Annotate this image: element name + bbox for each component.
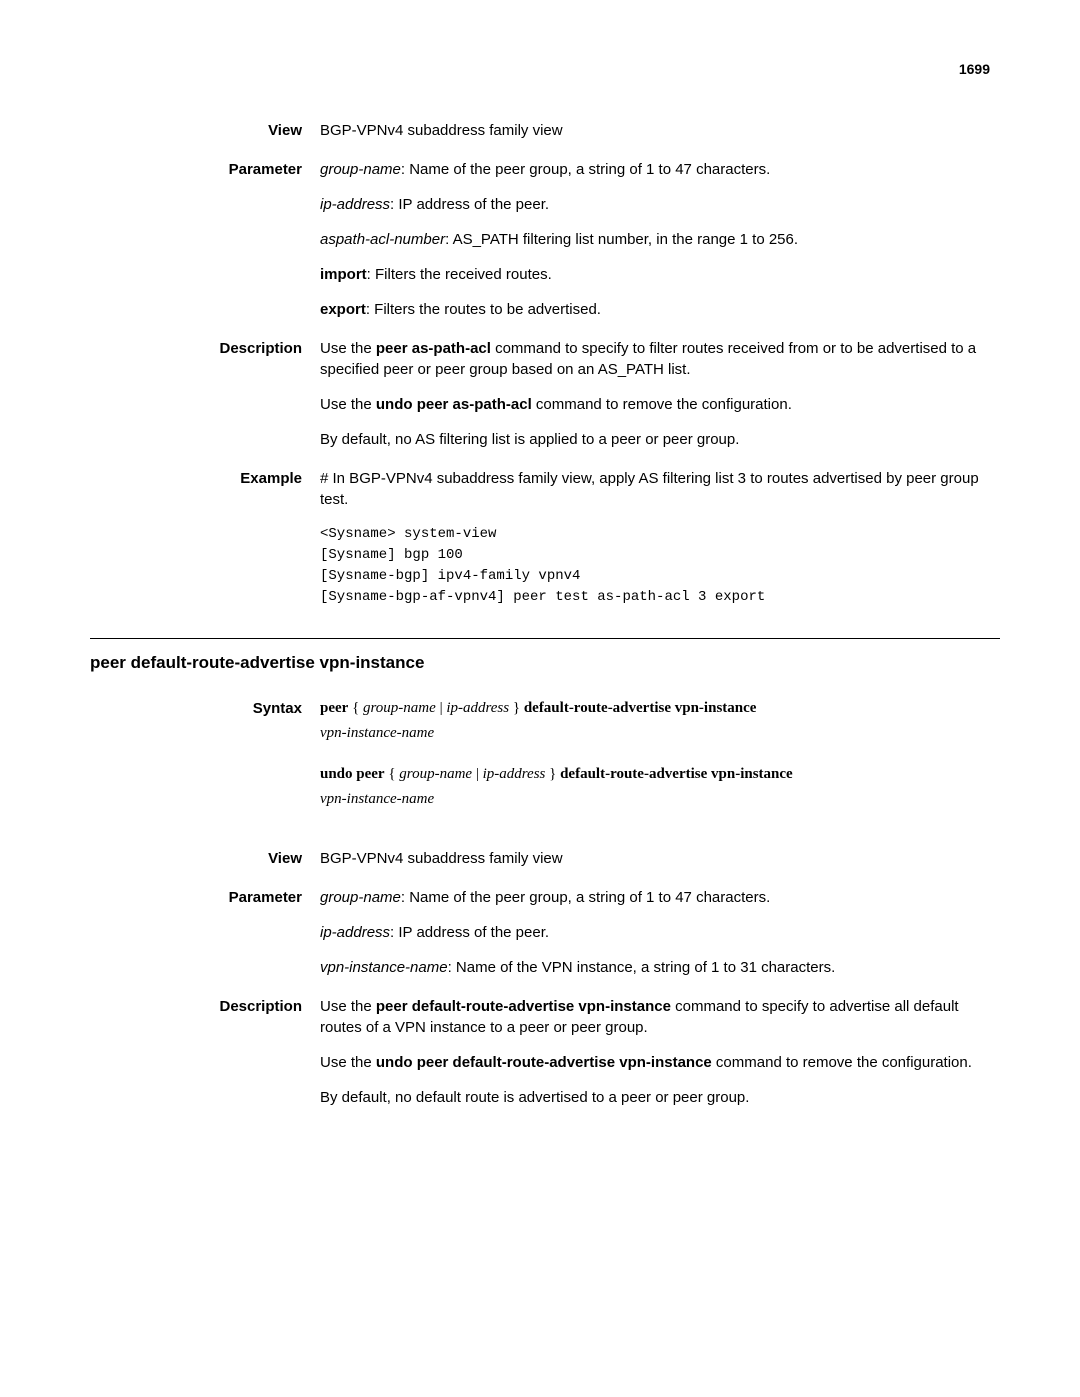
example-content: # In BGP-VPNv4 subaddress family view, a… bbox=[320, 468, 1000, 608]
syntax-arg: group-name bbox=[399, 766, 472, 782]
param-desc: : Name of the peer group, a string of 1 … bbox=[401, 889, 770, 906]
view-row: View BGP-VPNv4 subaddress family view bbox=[90, 848, 1000, 869]
syntax-arg: ip-address bbox=[446, 700, 509, 716]
syntax-sep: | bbox=[436, 700, 447, 716]
view-content: BGP-VPNv4 subaddress family view bbox=[320, 848, 1000, 869]
syntax-sep: } bbox=[545, 766, 560, 782]
param-name: aspath-acl-number bbox=[320, 231, 445, 248]
section-divider bbox=[90, 638, 1000, 639]
description-content: Use the peer default-route-advertise vpn… bbox=[320, 996, 1000, 1108]
syntax-sep: { bbox=[385, 766, 400, 782]
syntax-arg: vpn-instance-name bbox=[320, 723, 1000, 744]
description-label: Description bbox=[90, 996, 320, 1108]
description-row: Description Use the peer as-path-acl com… bbox=[90, 338, 1000, 450]
desc-cmd: undo peer as-path-acl bbox=[376, 396, 532, 413]
parameter-row: Parameter group-name: Name of the peer g… bbox=[90, 159, 1000, 320]
param-desc: : Name of the VPN instance, a string of … bbox=[448, 959, 836, 976]
param-desc: : AS_PATH filtering list number, in the … bbox=[445, 231, 798, 248]
desc-text: Use the bbox=[320, 340, 376, 357]
param-desc: : IP address of the peer. bbox=[390, 196, 549, 213]
description-label: Description bbox=[90, 338, 320, 450]
desc-text: Use the bbox=[320, 1054, 376, 1071]
example-intro: # In BGP-VPNv4 subaddress family view, a… bbox=[320, 468, 1000, 510]
syntax-kw: default-route-advertise vpn-instance bbox=[560, 766, 793, 782]
syntax-kw: peer bbox=[320, 700, 348, 716]
example-row: Example # In BGP-VPNv4 subaddress family… bbox=[90, 468, 1000, 608]
param-desc: : Name of the peer group, a string of 1 … bbox=[401, 161, 770, 178]
syntax-content: peer { group-name | ip-address } default… bbox=[320, 698, 1000, 830]
syntax-row: Syntax peer { group-name | ip-address } … bbox=[90, 698, 1000, 830]
section-title: peer default-route-advertise vpn-instanc… bbox=[90, 651, 1000, 675]
view-label: View bbox=[90, 120, 320, 141]
syntax-kw: default-route-advertise vpn-instance bbox=[524, 700, 757, 716]
parameter-content: group-name: Name of the peer group, a st… bbox=[320, 887, 1000, 978]
syntax-arg: ip-address bbox=[483, 766, 546, 782]
syntax-sep: | bbox=[472, 766, 483, 782]
param-name: import bbox=[320, 266, 367, 283]
desc-text: Use the bbox=[320, 998, 376, 1015]
syntax-label: Syntax bbox=[90, 698, 320, 830]
view-row: View BGP-VPNv4 subaddress family view bbox=[90, 120, 1000, 141]
desc-text: By default, no default route is advertis… bbox=[320, 1087, 1000, 1108]
parameter-label: Parameter bbox=[90, 887, 320, 978]
syntax-arg: group-name bbox=[363, 700, 436, 716]
parameter-label: Parameter bbox=[90, 159, 320, 320]
view-content: BGP-VPNv4 subaddress family view bbox=[320, 120, 1000, 141]
syntax-line: peer { group-name | ip-address } default… bbox=[320, 698, 1000, 719]
syntax-sep: } bbox=[509, 700, 524, 716]
example-label: Example bbox=[90, 468, 320, 608]
desc-text: By default, no AS filtering list is appl… bbox=[320, 429, 1000, 450]
param-name: vpn-instance-name bbox=[320, 959, 448, 976]
desc-cmd: peer as-path-acl bbox=[376, 340, 491, 357]
description-row: Description Use the peer default-route-a… bbox=[90, 996, 1000, 1108]
desc-cmd: undo peer default-route-advertise vpn-in… bbox=[376, 1054, 712, 1071]
desc-text: Use the bbox=[320, 396, 376, 413]
param-desc: : IP address of the peer. bbox=[390, 924, 549, 941]
param-desc: : Filters the received routes. bbox=[367, 266, 552, 283]
param-name: ip-address bbox=[320, 196, 390, 213]
parameter-row: Parameter group-name: Name of the peer g… bbox=[90, 887, 1000, 978]
param-name: export bbox=[320, 301, 366, 318]
syntax-arg: vpn-instance-name bbox=[320, 789, 1000, 810]
description-content: Use the peer as-path-acl command to spec… bbox=[320, 338, 1000, 450]
view-label: View bbox=[90, 848, 320, 869]
page-number: 1699 bbox=[90, 60, 1000, 80]
desc-cmd: peer default-route-advertise vpn-instanc… bbox=[376, 998, 671, 1015]
param-name: group-name bbox=[320, 889, 401, 906]
desc-text: command to remove the configuration. bbox=[532, 396, 792, 413]
param-name: group-name bbox=[320, 161, 401, 178]
param-desc: : Filters the routes to be advertised. bbox=[366, 301, 601, 318]
syntax-kw: undo peer bbox=[320, 766, 385, 782]
syntax-line: undo peer { group-name | ip-address } de… bbox=[320, 764, 1000, 785]
syntax-sep: { bbox=[348, 700, 363, 716]
parameter-content: group-name: Name of the peer group, a st… bbox=[320, 159, 1000, 320]
desc-text: command to remove the configuration. bbox=[712, 1054, 972, 1071]
param-name: ip-address bbox=[320, 924, 390, 941]
code-block: <Sysname> system-view [Sysname] bgp 100 … bbox=[320, 524, 1000, 608]
